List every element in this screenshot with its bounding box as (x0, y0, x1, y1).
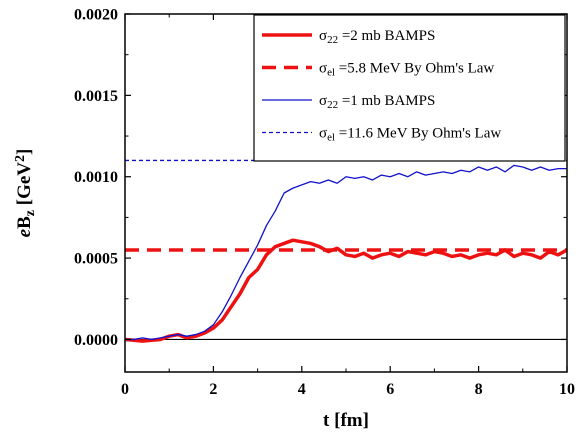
plot-area (125, 159, 567, 343)
x-tick-label: 6 (386, 381, 394, 398)
y-axis-label-part: 2 (13, 155, 28, 162)
legend-label-3: σ22 =1 mb BAMPS (319, 93, 435, 111)
y-axis-label: eBz [GeV2] (13, 149, 38, 238)
legend-box (253, 14, 566, 162)
y-axis-label-part: B (14, 216, 35, 229)
legend-label-1: σ22 =2 mb BAMPS (319, 28, 435, 46)
legend-label-4: σel =11.6 MeV By Ohm's Law (319, 126, 501, 144)
x-tick-label: 8 (475, 381, 483, 398)
legend-label-2: σel =5.8 MeV By Ohm's Law (319, 61, 494, 79)
axes: 0 2 4 6 8 10 0.0000 0.0005 0.0010 0.0015 0.0020 (74, 7, 575, 399)
legend: σ22 =2 mb BAMPS σel =5.8 MeV By Ohm's Law… (253, 14, 566, 162)
y-tick-label: 0.0000 (74, 332, 118, 349)
series-line-3 (125, 164, 567, 341)
x-tick-label: 0 (121, 381, 129, 398)
series-line-1 (125, 238, 567, 343)
y-axis-label-part: z (23, 210, 38, 216)
y-tick-label: 0.0015 (74, 88, 118, 105)
x-axis-label: t [fm] (323, 410, 369, 431)
y-tick-label: 0.0020 (74, 7, 118, 24)
y-axis-label-part: e (14, 228, 35, 237)
x-tick-label: 10 (559, 381, 575, 398)
y-tick-label: 0.0005 (74, 251, 118, 268)
y-axis-label-part: [GeV (14, 162, 35, 210)
x-tick-label: 2 (209, 381, 217, 398)
x-tick-label: 4 (298, 381, 306, 398)
y-tick-label: 0.0010 (74, 169, 118, 186)
y-axis-label-part: ] (14, 149, 35, 155)
